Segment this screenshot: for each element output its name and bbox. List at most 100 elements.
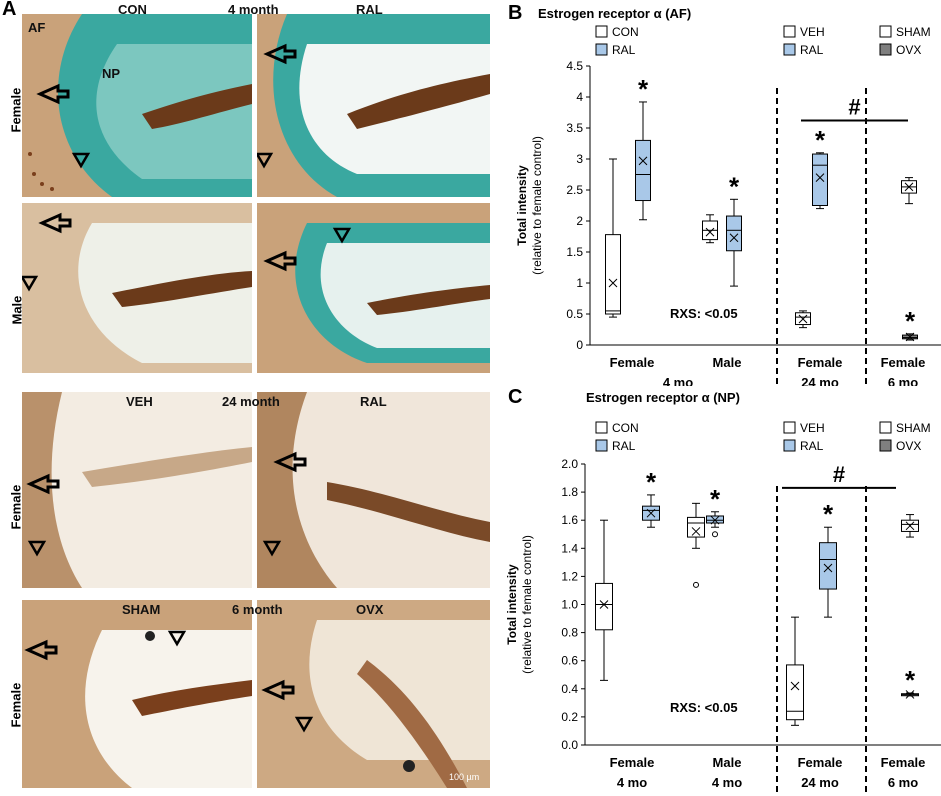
box-iqr (605, 234, 621, 315)
y-tick-label: 2 (576, 214, 583, 228)
panel-a-letter: A (2, 0, 17, 20)
significance-star: * (638, 74, 649, 104)
chart-title: Estrogen receptor α (NP) (586, 390, 740, 405)
hash-mark: # (848, 95, 860, 120)
significance-star: * (710, 484, 721, 514)
y-tick-label: 1 (576, 276, 583, 290)
np-label: NP (102, 66, 121, 81)
x-group-label: Male (713, 755, 742, 770)
y-tick-label: 1.5 (566, 245, 583, 259)
box-mean-marker (815, 173, 825, 182)
y-axis-subtitle: (relative to female control) (530, 136, 544, 275)
label-6-month: 6 month (232, 602, 283, 617)
x-group-label: Male (713, 355, 742, 370)
y-tick-label: 1.6 (561, 513, 578, 527)
micrograph-ral-female-4mo (257, 14, 490, 197)
box-mean-marker (823, 563, 833, 573)
legend-swatch (783, 421, 796, 434)
y-tick-label: 0.5 (566, 307, 583, 321)
box-mean-marker (646, 508, 656, 518)
box-iqr (786, 664, 804, 721)
y-axis-title: Total intensity (515, 165, 529, 246)
x-group-sublabel: 4 mo (663, 375, 693, 386)
legend-swatch (879, 25, 892, 38)
legend-label: RAL (800, 439, 824, 453)
micrograph-ral-female-24mo (257, 392, 490, 588)
panel-c-letter: C (508, 386, 523, 408)
legend-label: VEH (800, 421, 825, 435)
significance-star: * (815, 125, 826, 155)
y-tick-label: 3.5 (566, 121, 583, 135)
label-4-month: 4 month (228, 2, 279, 17)
box-mean-marker (905, 690, 915, 699)
box-mean-marker (905, 332, 915, 342)
micrograph-ral-male-4mo (257, 203, 490, 373)
legend-label: SHAM (896, 25, 931, 39)
box-mean-marker (790, 681, 800, 691)
significance-star: * (823, 499, 834, 529)
x-group-label: Female (881, 755, 926, 770)
label-24-month: 24 month (222, 394, 280, 409)
y-tick-label: 1.4 (561, 541, 578, 555)
chart-title: Estrogen receptor α (AF) (538, 6, 691, 21)
significance-star: * (729, 171, 740, 201)
legend-label: OVX (896, 43, 921, 57)
y-tick-label: 0 (576, 338, 583, 352)
x-group-label: Female (881, 355, 926, 370)
label-sham: SHAM (122, 602, 161, 617)
x-group-sublabel: 24 mo (801, 775, 839, 790)
y-tick-label: 1.8 (561, 485, 578, 499)
y-tick-label: 1.0 (561, 598, 578, 612)
legend-swatch (783, 25, 796, 38)
x-group-label: Female (798, 755, 843, 770)
label-ovx: OVX (356, 602, 384, 617)
chart-c: Estrogen receptor α (NP) CON RAL VEH RAL SHAM… (505, 390, 941, 796)
legend-label: CON (612, 25, 639, 39)
label-ral-4mo: RAL (356, 2, 383, 17)
y-tick-label: 0.6 (561, 654, 578, 668)
label-veh: VEH (126, 394, 153, 409)
y-tick-label: 0.8 (561, 626, 578, 640)
box-iqr (635, 139, 651, 202)
legend-swatch (879, 439, 892, 452)
micrograph-con-female-4mo: AF NP (22, 14, 252, 197)
y-tick-label: 2.5 (566, 183, 583, 197)
box-mean-marker (608, 278, 618, 288)
x-group-sublabel: 6 mo (888, 375, 918, 386)
legend-swatch (783, 439, 796, 452)
significance-star: * (905, 306, 916, 336)
x-group-sublabel: 4 mo (712, 775, 742, 790)
legend-swatch (879, 421, 892, 434)
box-iqr (687, 516, 705, 538)
af-label: AF (28, 20, 46, 35)
legend-label: RAL (612, 439, 636, 453)
y-axis-subtitle: (relative to female control) (520, 535, 534, 674)
micrograph-ovx-female-6mo: 100 µm (257, 600, 490, 788)
scale-bar-label: 100 µm (449, 772, 480, 782)
significance-star: * (646, 467, 657, 497)
legend-label: VEH (800, 25, 825, 39)
box-iqr (726, 215, 742, 252)
x-group-label: Female (610, 755, 655, 770)
legend-swatch (783, 43, 796, 56)
y-tick-label: 1.2 (561, 569, 578, 583)
y-tick-label: 4 (576, 90, 583, 104)
box-outlier (693, 581, 699, 588)
legend-swatch (595, 25, 608, 38)
x-group-sublabel: 4 mo (617, 775, 647, 790)
label-con: CON (118, 2, 147, 17)
micrograph-sham-female-6mo (22, 600, 252, 788)
legend-label: RAL (800, 43, 824, 57)
micrograph-veh-female-24mo (22, 392, 252, 588)
legend-swatch (595, 43, 608, 56)
box-mean-marker (638, 156, 648, 166)
rxs-annotation: RXS: <0.05 (670, 700, 738, 715)
legend-swatch (879, 43, 892, 56)
y-tick-label: 3 (576, 152, 583, 166)
y-tick-label: 0.4 (561, 682, 578, 696)
box-mean-marker (705, 227, 715, 237)
legend-label: RAL (612, 43, 636, 57)
label-ral-24mo: RAL (360, 394, 387, 409)
y-tick-label: 0.0 (561, 738, 578, 752)
box-mean-marker (904, 182, 914, 192)
